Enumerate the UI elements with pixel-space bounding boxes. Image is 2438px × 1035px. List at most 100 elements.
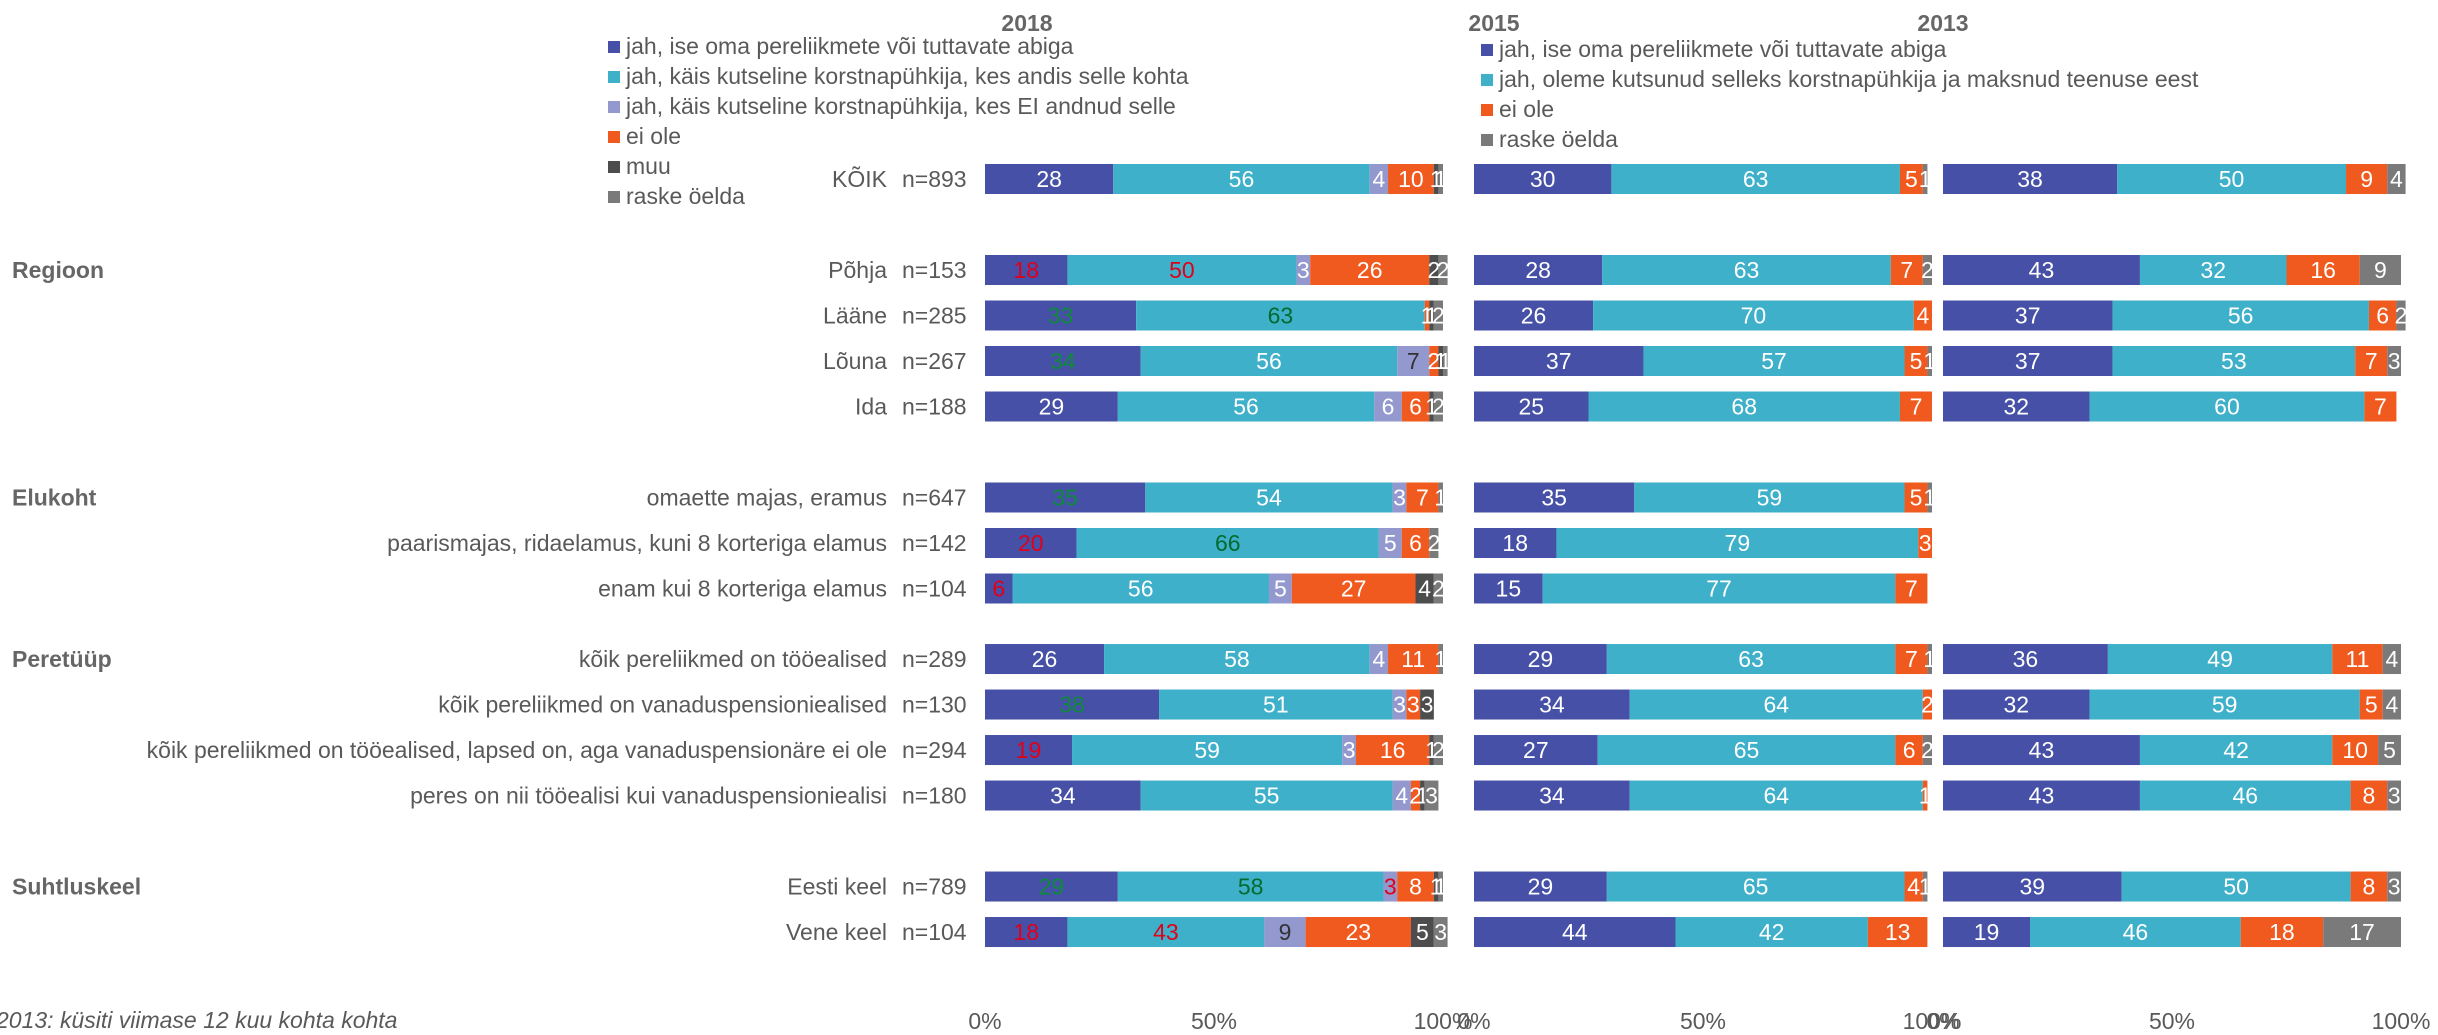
legend-label: muu: [626, 153, 671, 179]
bar-segment: [1410, 780, 1421, 811]
bar-segment: [1943, 644, 2108, 675]
data-label: 37: [2015, 303, 2041, 329]
data-label: 17: [2349, 919, 2375, 945]
data-label: 63: [1734, 257, 1760, 283]
data-label: 35: [1541, 485, 1567, 511]
data-label: 2: [1921, 692, 1934, 718]
bar-segment: [1388, 164, 1434, 194]
bar-segment: [1433, 573, 1443, 604]
row-label: Lääne: [823, 303, 887, 329]
bar-segment: [2396, 300, 2406, 331]
data-label: 3: [1434, 919, 1447, 945]
bar-segment: [1415, 573, 1434, 604]
data-label: 1: [1434, 646, 1447, 672]
data-label: 64: [1763, 692, 1789, 718]
bar-segment: [985, 871, 1118, 902]
bar-segment: [2139, 255, 2287, 285]
data-label: 46: [2123, 919, 2149, 945]
data-label: 7: [1905, 576, 1918, 602]
group-heading: Regioon: [12, 257, 104, 283]
bar-segment: [1474, 735, 1598, 766]
bar-segment: [1474, 780, 1630, 811]
data-label: 5: [1910, 485, 1923, 511]
data-label: 2: [1432, 303, 1445, 329]
bar-segment: [1943, 346, 2113, 376]
data-label: 27: [1523, 737, 1549, 763]
data-label: 34: [1050, 348, 1076, 374]
x-tick-label: 50%: [1680, 1008, 1726, 1034]
bar-segment: [1113, 164, 1370, 194]
row-n: n=285: [902, 303, 967, 329]
data-label: 34: [1050, 783, 1076, 809]
bar-segment: [1922, 255, 1932, 285]
bar-segment: [1474, 871, 1607, 902]
data-label: 16: [1380, 737, 1406, 763]
data-label: 9: [2360, 166, 2373, 192]
bar-segment: [1388, 644, 1439, 675]
row-label: Eesti keel: [787, 874, 887, 900]
bar-segment: [2350, 780, 2388, 811]
data-label: 56: [1256, 348, 1282, 374]
data-label: 4: [1916, 303, 1929, 329]
bar-segment: [1895, 735, 1923, 766]
legend-label: jah, ise oma pereliikmete või tuttavate …: [1498, 36, 1947, 62]
data-label: 5: [2383, 737, 2396, 763]
bar-segment: [2387, 871, 2401, 902]
bar-segment: [2112, 300, 2369, 331]
bar-segment: [2387, 164, 2406, 194]
bar-segment: [1072, 735, 1343, 766]
bar-segment: [1927, 346, 1932, 376]
data-label: 29: [1039, 874, 1065, 900]
bar-segment: [1392, 780, 1411, 811]
data-label: 3: [1407, 692, 1420, 718]
bar-segment: [1643, 346, 1905, 376]
bar-segment: [1264, 917, 1306, 948]
data-label: 43: [2029, 737, 2055, 763]
data-label: 38: [1059, 692, 1085, 718]
bar-segment: [1542, 573, 1896, 604]
bar-segment: [2359, 255, 2401, 285]
bar-segment: [1890, 255, 1923, 285]
data-label: 2: [1437, 257, 1450, 283]
bar-segment: [1406, 482, 1439, 513]
data-label: 1: [1434, 166, 1447, 192]
row-label: Põhja: [828, 257, 887, 283]
data-label: 28: [1036, 166, 1062, 192]
bar-segment: [2387, 346, 2401, 376]
data-label: 36: [2013, 646, 2039, 672]
data-label: 29: [1528, 874, 1554, 900]
bar-segment: [1392, 482, 1407, 513]
data-label: 56: [2228, 303, 2254, 329]
bar-segment: [1474, 391, 1589, 422]
bar-segment: [1443, 346, 1448, 376]
bar-segment: [1899, 164, 1923, 194]
bar-segment: [1867, 917, 1928, 948]
bar-segment: [1438, 164, 1443, 194]
legend-label: jah, käis kutseline korstnapühkija, kes …: [625, 93, 1176, 119]
row-n: n=294: [902, 737, 967, 763]
data-label: 4: [1372, 166, 1385, 192]
bar-segment: [1611, 164, 1900, 194]
bar-segment: [1406, 689, 1421, 720]
row-n: n=180: [902, 783, 967, 809]
group-heading: Peretüüp: [12, 646, 112, 672]
bar-segment: [1429, 255, 1439, 285]
row-label: peres on nii tööealisi kui vanaduspensio…: [410, 783, 887, 809]
data-label: 65: [1743, 874, 1769, 900]
x-tick-label: 100%: [1414, 1008, 1473, 1034]
data-label: 1: [1439, 348, 1452, 374]
legend-label: jah, käis kutseline korstnapühkija, kes …: [625, 63, 1189, 89]
legend-swatch: [608, 191, 620, 203]
data-label: 63: [1743, 166, 1769, 192]
data-label: 5: [1905, 166, 1918, 192]
bar-segment: [1943, 689, 2090, 720]
row-n: n=104: [902, 576, 967, 602]
bar-segment: [1310, 255, 1430, 285]
x-tick-label: 0%: [1457, 1008, 1490, 1034]
bar-segment: [1429, 735, 1434, 766]
data-label: 37: [2015, 348, 2041, 374]
data-label: 18: [1502, 530, 1528, 556]
data-label: 30: [1530, 166, 1556, 192]
bar-segment: [1438, 255, 1448, 285]
